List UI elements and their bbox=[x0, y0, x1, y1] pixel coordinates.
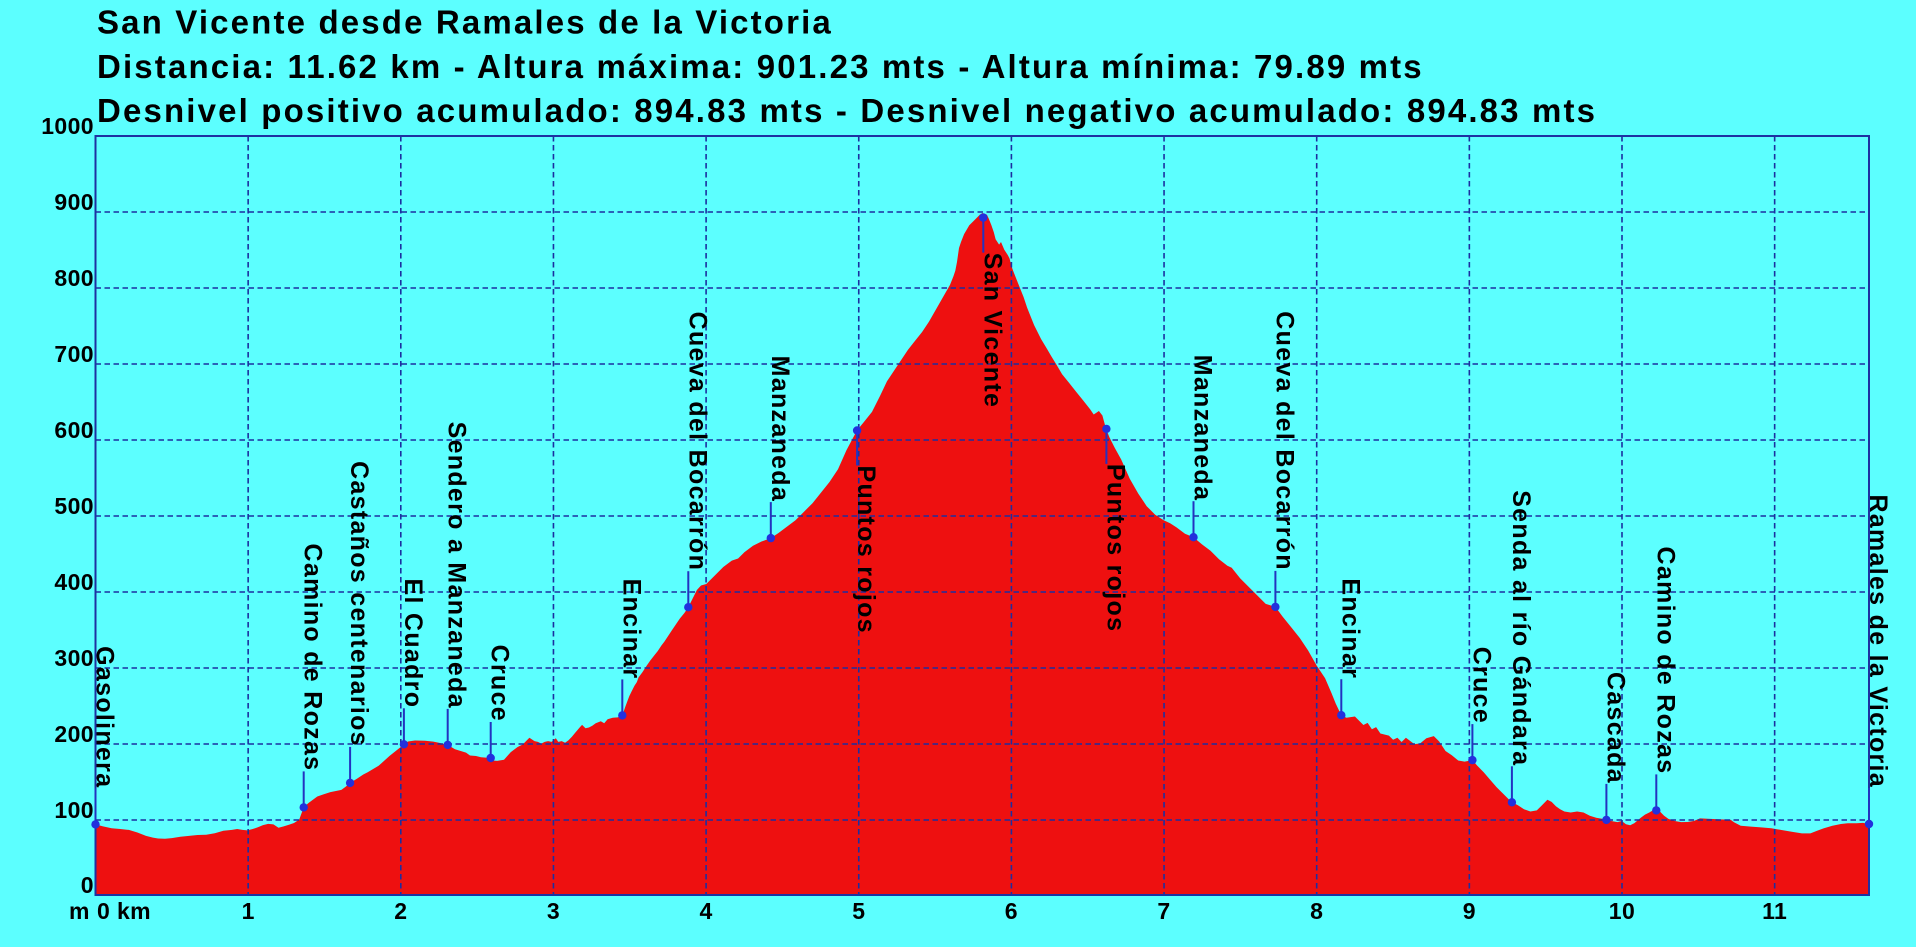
svg-text:Encinar: Encinar bbox=[617, 579, 645, 680]
svg-text:Cueva del Bocarrón: Cueva del Bocarrón bbox=[683, 312, 711, 572]
svg-text:1: 1 bbox=[242, 898, 255, 924]
svg-text:0: 0 bbox=[81, 872, 94, 898]
svg-text:Senda al río Gándara: Senda al río Gándara bbox=[1507, 490, 1535, 766]
svg-text:San Vicente: San Vicente bbox=[978, 253, 1006, 409]
svg-text:Ramales de la Victoria: Ramales de la Victoria bbox=[1864, 494, 1892, 788]
svg-text:m: m bbox=[69, 898, 90, 924]
svg-text:Distancia: 11.62 km - Altura m: Distancia: 11.62 km - Altura máxima: 901… bbox=[97, 48, 1424, 85]
svg-text:500: 500 bbox=[54, 493, 94, 519]
svg-text:Castaños centenarios: Castaños centenarios bbox=[345, 461, 373, 747]
svg-text:Camino de Rozas: Camino de Rozas bbox=[299, 544, 327, 772]
svg-text:5: 5 bbox=[852, 898, 865, 924]
svg-text:700: 700 bbox=[54, 341, 94, 367]
svg-text:600: 600 bbox=[54, 417, 94, 443]
svg-text:8: 8 bbox=[1310, 898, 1323, 924]
svg-text:1000: 1000 bbox=[41, 113, 94, 139]
svg-text:Manzaneda: Manzaneda bbox=[1189, 355, 1217, 501]
svg-text:9: 9 bbox=[1463, 898, 1476, 924]
svg-text:2: 2 bbox=[394, 898, 407, 924]
svg-text:Cueva del Bocarrón: Cueva del Bocarrón bbox=[1270, 311, 1298, 571]
svg-text:7: 7 bbox=[1157, 898, 1170, 924]
svg-text:Camino de Rozas: Camino de Rozas bbox=[1651, 547, 1679, 775]
svg-text:El Cuadro: El Cuadro bbox=[399, 579, 427, 709]
svg-text:Puntos rojos: Puntos rojos bbox=[1101, 464, 1129, 632]
svg-text:Desnivel positivo acumulado: 8: Desnivel positivo acumulado: 894.83 mts … bbox=[97, 92, 1597, 129]
svg-text:Cruce: Cruce bbox=[486, 645, 514, 722]
svg-text:Cascada: Cascada bbox=[1601, 672, 1629, 784]
svg-text:6: 6 bbox=[1005, 898, 1018, 924]
svg-text:Gasolinera: Gasolinera bbox=[91, 646, 119, 788]
svg-text:3: 3 bbox=[547, 898, 560, 924]
svg-text:100: 100 bbox=[54, 797, 94, 823]
svg-text:300: 300 bbox=[54, 645, 94, 671]
svg-text:900: 900 bbox=[54, 189, 94, 215]
svg-text:200: 200 bbox=[54, 721, 94, 747]
svg-text:400: 400 bbox=[54, 569, 94, 595]
svg-text:Encinar: Encinar bbox=[1336, 578, 1364, 679]
svg-text:Sendero a Manzaneda: Sendero a Manzaneda bbox=[443, 422, 471, 709]
svg-text:4: 4 bbox=[699, 898, 712, 924]
svg-text:10: 10 bbox=[1609, 898, 1635, 924]
svg-text:11: 11 bbox=[1762, 898, 1787, 924]
svg-text:Manzaneda: Manzaneda bbox=[766, 356, 794, 502]
svg-text:Puntos rojos: Puntos rojos bbox=[852, 466, 880, 634]
svg-text:0 km: 0 km bbox=[97, 898, 151, 924]
svg-text:Cruce: Cruce bbox=[1467, 647, 1495, 724]
svg-text:San Vicente desde Ramales de l: San Vicente desde Ramales de la Victoria bbox=[97, 4, 833, 41]
svg-text:800: 800 bbox=[54, 265, 94, 291]
